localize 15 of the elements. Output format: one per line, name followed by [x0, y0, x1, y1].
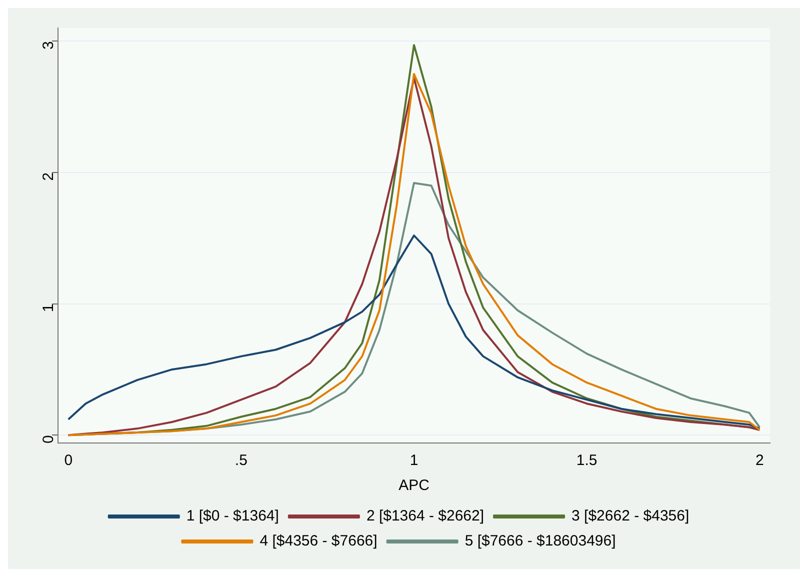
legend-label: 2 [$1364 - $2662]	[366, 508, 484, 525]
legend-label: 4 [$4356 - $7666]	[260, 532, 378, 550]
y-tick-label: 3	[40, 41, 58, 50]
x-tick-label: 1	[410, 452, 418, 470]
legend-label: 1 [$0 - $1364]	[186, 508, 279, 525]
x-tick-label: 2	[755, 452, 764, 470]
x-tick-label: .5	[234, 452, 248, 470]
x-tick-label: 1.5	[576, 452, 598, 470]
x-axis-title: APC	[398, 477, 430, 494]
y-tick-label: 2	[40, 172, 58, 181]
x-tick-label: 0	[64, 452, 73, 470]
legend-label: 5 [$7666 - $18603496]	[464, 532, 616, 550]
y-tick-label: 1	[40, 304, 58, 312]
legend-label: 3 [$2662 - $4356]	[572, 508, 690, 525]
y-tick-label: 0	[40, 435, 58, 444]
